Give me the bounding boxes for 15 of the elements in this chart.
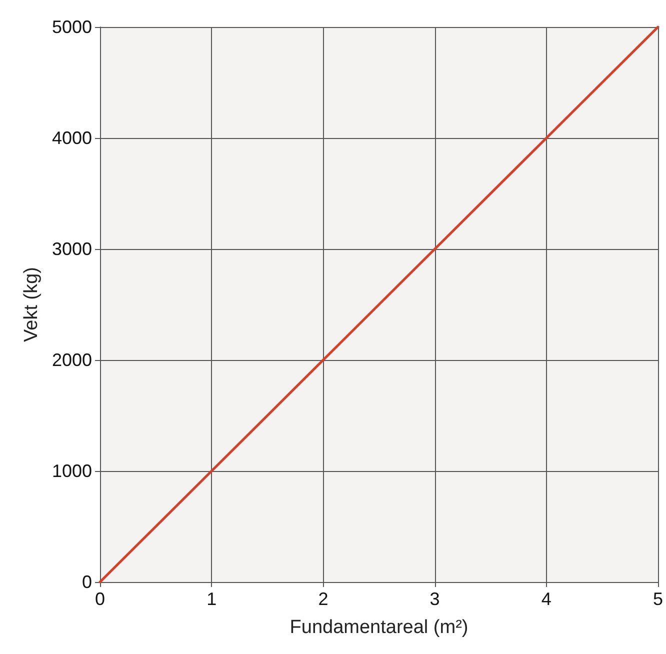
line-series bbox=[98, 26, 660, 584]
y-tick-label: 2000 bbox=[52, 350, 92, 370]
x-tick-label: 3 bbox=[430, 589, 440, 609]
x-tick-label: 4 bbox=[541, 589, 552, 609]
x-tick-label: 0 bbox=[94, 589, 106, 609]
y-tick-label: 3000 bbox=[52, 239, 92, 259]
y-axis-title: Vekt (kg) bbox=[21, 267, 42, 342]
x-tick-label: 2 bbox=[318, 589, 328, 609]
y-tick-label: 4000 bbox=[52, 128, 92, 148]
x-axis-title: Fundamentareal (m²) bbox=[290, 617, 468, 638]
y-tick-label: 5000 bbox=[52, 17, 92, 37]
x-tick-label: 1 bbox=[206, 589, 217, 609]
y-tick-label: 1000 bbox=[52, 461, 92, 481]
y-tick-label: 0 bbox=[82, 572, 92, 592]
x-tick-label: 5 bbox=[652, 589, 663, 609]
